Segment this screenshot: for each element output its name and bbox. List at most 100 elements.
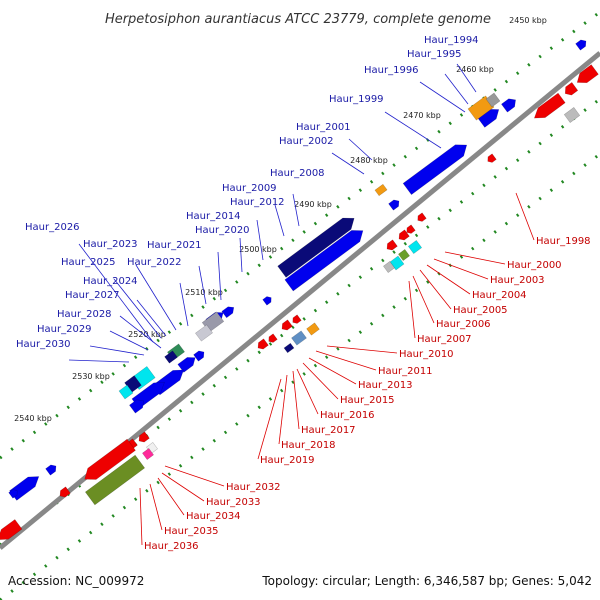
reverse-gene-arrow[interactable] (280, 319, 293, 332)
gene-label-Haur_2012[interactable]: Haur_2012 (230, 197, 285, 208)
gene-label-Haur_2035[interactable]: Haur_2035 (164, 526, 219, 537)
reverse-gene-arrow[interactable] (486, 153, 497, 164)
gene-label-Haur_1995[interactable]: Haur_1995 (407, 49, 462, 60)
leader-line-Haur_2005 (419, 269, 452, 310)
leader-line-Haur_1994 (456, 63, 477, 93)
reverse-gene-arrow[interactable] (267, 333, 278, 344)
reverse-gene-arrow[interactable] (385, 239, 398, 252)
forward-gene-arrow[interactable] (8, 488, 20, 499)
forward-strand-features (8, 38, 589, 501)
gene-label-Haur_2027[interactable]: Haur_2027 (65, 290, 120, 301)
leader-line-Haur_2012 (256, 219, 264, 261)
reverse-gene-arrow[interactable] (416, 212, 427, 223)
gene-label-Haur_2014[interactable]: Haur_2014 (186, 211, 241, 222)
reverse-gene-arrow[interactable] (256, 338, 269, 351)
leader-line-Haur_2032 (164, 465, 225, 487)
gene-label-Haur_2022[interactable]: Haur_2022 (127, 257, 182, 268)
gene-label-Haur_2029[interactable]: Haur_2029 (37, 324, 92, 335)
forward-gene-arrow[interactable] (402, 139, 471, 195)
reverse-gene-arrow[interactable] (81, 438, 136, 485)
gene-label-Haur_2023[interactable]: Haur_2023 (83, 239, 138, 250)
gene-label-Haur_2021[interactable]: Haur_2021 (147, 240, 202, 251)
forward-gene-arrow[interactable] (262, 295, 274, 306)
forward-gene-arrow[interactable] (129, 397, 146, 414)
gene-label-Haur_2032[interactable]: Haur_2032 (226, 482, 281, 493)
reverse-gene-arrow[interactable] (291, 314, 302, 325)
gene-label-Haur_2008[interactable]: Haur_2008 (270, 168, 325, 179)
gene-label-Haur_2005[interactable]: Haur_2005 (453, 305, 508, 316)
gene-label-Haur_1998[interactable]: Haur_1998 (536, 236, 591, 247)
gene-label-Haur_2019[interactable]: Haur_2019 (260, 455, 315, 466)
leader-line-Haur_2009 (274, 204, 285, 237)
forward-gene-box[interactable] (485, 92, 501, 108)
gene-label-Haur_2033[interactable]: Haur_2033 (206, 497, 261, 508)
reverse-gene-box[interactable] (283, 342, 295, 354)
gene-label-Haur_2013[interactable]: Haur_2013 (358, 380, 413, 391)
reverse-gene-box[interactable] (563, 107, 581, 123)
gene-label-Haur_2020[interactable]: Haur_2020 (195, 225, 250, 236)
gene-label-Haur_2018[interactable]: Haur_2018 (281, 440, 336, 451)
reverse-gene-box[interactable] (84, 454, 146, 506)
gene-label-Haur_2009[interactable]: Haur_2009 (222, 183, 277, 194)
leader-line-Haur_2019 (257, 378, 282, 460)
gene-label-Haur_2003[interactable]: Haur_2003 (490, 275, 545, 286)
leader-line-Haur_1995 (444, 73, 469, 105)
forward-gene-arrow[interactable] (284, 225, 367, 292)
leader-line-Haur_2008 (292, 193, 300, 227)
reverse-gene-box[interactable] (291, 330, 307, 346)
leader-line-Haur_2021 (198, 265, 207, 305)
gene-label-Haur_1999[interactable]: Haur_1999 (329, 94, 384, 105)
gene-label-Haur_2030[interactable]: Haur_2030 (16, 339, 71, 350)
reverse-gene-box[interactable] (407, 240, 423, 254)
reverse-gene-arrow[interactable] (137, 431, 150, 444)
reverse-gene-arrow[interactable] (0, 519, 23, 544)
gene-label-Haur_2006[interactable]: Haur_2006 (436, 319, 491, 330)
forward-gene-arrow[interactable] (388, 198, 402, 211)
gene-label-Haur_2004[interactable]: Haur_2004 (472, 290, 527, 301)
reverse-gene-arrow[interactable] (574, 64, 599, 88)
forward-gene-box[interactable] (118, 384, 134, 400)
gene-label-Haur_2016[interactable]: Haur_2016 (320, 410, 375, 421)
gene-label-Haur_2036[interactable]: Haur_2036 (144, 541, 199, 552)
forward-gene-arrow[interactable] (221, 304, 236, 319)
gene-label-Haur_2015[interactable]: Haur_2015 (340, 395, 395, 406)
gene-label-Haur_2010[interactable]: Haur_2010 (399, 349, 454, 360)
reverse-gene-arrow[interactable] (397, 229, 410, 242)
leader-line-Haur_2035 (149, 483, 163, 531)
leader-line-Haur_2002 (331, 152, 365, 175)
gene-label-Haur_2017[interactable]: Haur_2017 (301, 425, 356, 436)
gene-label-Haur_2024[interactable]: Haur_2024 (83, 276, 138, 287)
forward-gene-arrow[interactable] (193, 349, 207, 362)
gene-label-Haur_2007[interactable]: Haur_2007 (417, 334, 472, 345)
gene-label-Haur_2002[interactable]: Haur_2002 (279, 136, 334, 147)
forward-gene-box[interactable] (374, 183, 388, 197)
leader-line-Haur_2014 (239, 237, 243, 273)
reverse-gene-box[interactable] (383, 261, 395, 273)
leader-line-Haur_2017 (292, 370, 300, 430)
forward-gene-arrow[interactable] (277, 213, 359, 278)
gene-label-Haur_2011[interactable]: Haur_2011 (378, 366, 433, 377)
forward-gene-arrow[interactable] (575, 38, 589, 51)
forward-gene-arrow[interactable] (501, 96, 518, 113)
gene-label-Haur_2026[interactable]: Haur_2026 (25, 222, 80, 233)
forward-gene-box[interactable] (195, 324, 213, 342)
leader-line-Haur_2007 (408, 280, 416, 339)
gene-label-Haur_2001[interactable]: Haur_2001 (296, 122, 351, 133)
gene-label-Haur_1996[interactable]: Haur_1996 (364, 65, 419, 76)
reverse-gene-box[interactable] (398, 249, 410, 261)
gene-label-Haur_2028[interactable]: Haur_2028 (57, 309, 112, 320)
upper-dotted-guide (0, 10, 600, 460)
forward-gene-box[interactable] (164, 350, 178, 364)
reverse-gene-arrow[interactable] (405, 224, 416, 235)
gene-label-Haur_2034[interactable]: Haur_2034 (186, 511, 241, 522)
forward-gene-arrow[interactable] (45, 463, 59, 476)
reverse-gene-arrow[interactable] (531, 92, 566, 123)
reverse-gene-arrow[interactable] (562, 82, 579, 97)
reverse-gene-arrow[interactable] (58, 486, 71, 499)
reverse-gene-labels: Haur_1998 Haur_2000 Haur_2003 Haur_2004 Haur… (139, 192, 591, 552)
reverse-gene-box[interactable] (306, 322, 320, 336)
gene-label-Haur_2000[interactable]: Haur_2000 (507, 260, 562, 271)
gene-label-Haur_1994[interactable]: Haur_1994 (424, 35, 479, 46)
reverse-gene-box[interactable] (142, 448, 154, 460)
gene-label-Haur_2025[interactable]: Haur_2025 (61, 257, 116, 268)
